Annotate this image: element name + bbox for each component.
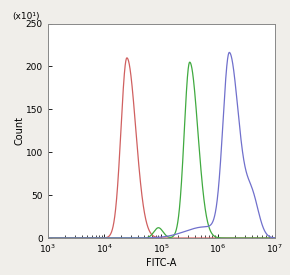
- X-axis label: FITC-A: FITC-A: [146, 258, 176, 268]
- Text: (x10¹): (x10¹): [12, 12, 40, 21]
- Y-axis label: Count: Count: [14, 116, 24, 145]
